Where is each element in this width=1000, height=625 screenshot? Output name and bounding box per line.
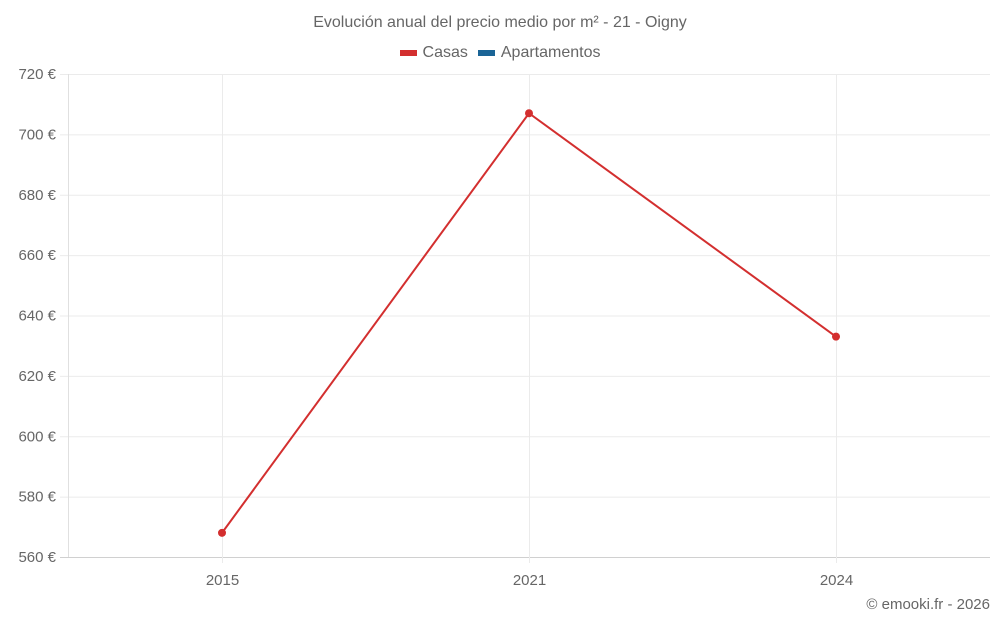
y-tick-label: 580 € [18,489,56,506]
y-tick-label: 620 € [18,368,56,385]
legend-label-casas: Casas [422,44,468,61]
y-tick-label: 680 € [18,187,56,204]
y-tick-label: 640 € [18,308,56,325]
y-tick-label: 700 € [18,126,56,143]
series-casas [218,109,840,537]
x-tick-label: 2021 [513,572,546,589]
credit-text: © emooki.fr - 2026 [866,596,990,613]
legend-swatch-apartamentos [477,50,495,56]
data-point[interactable] [218,528,226,537]
y-tick-label: 560 € [18,549,56,566]
legend-label-apartamentos: Apartamentos [500,44,601,61]
data-point[interactable] [525,109,533,118]
grid-lines [60,74,990,563]
y-tick-label: 720 € [18,66,56,83]
y-tick-label: 600 € [18,428,56,445]
y-axis: 720 € 700 € 680 € 660 € 640 € 620 € 600 € 580 €… [18,66,56,566]
data-point[interactable] [832,332,840,341]
chart-title: Evolución anual del precio medio por m² … [313,14,687,31]
legend-swatch-casas [399,50,417,56]
x-axis: 2015 2021 2024 [206,572,853,589]
legend: Casas Apartamentos [0,44,1000,62]
x-tick-label: 2024 [820,572,853,589]
y-tick-label: 660 € [18,247,56,264]
legend-item-apartamentos[interactable]: Apartamentos [477,44,601,62]
x-tick-label: 2015 [206,572,239,589]
legend-item-casas[interactable]: Casas [399,44,468,62]
